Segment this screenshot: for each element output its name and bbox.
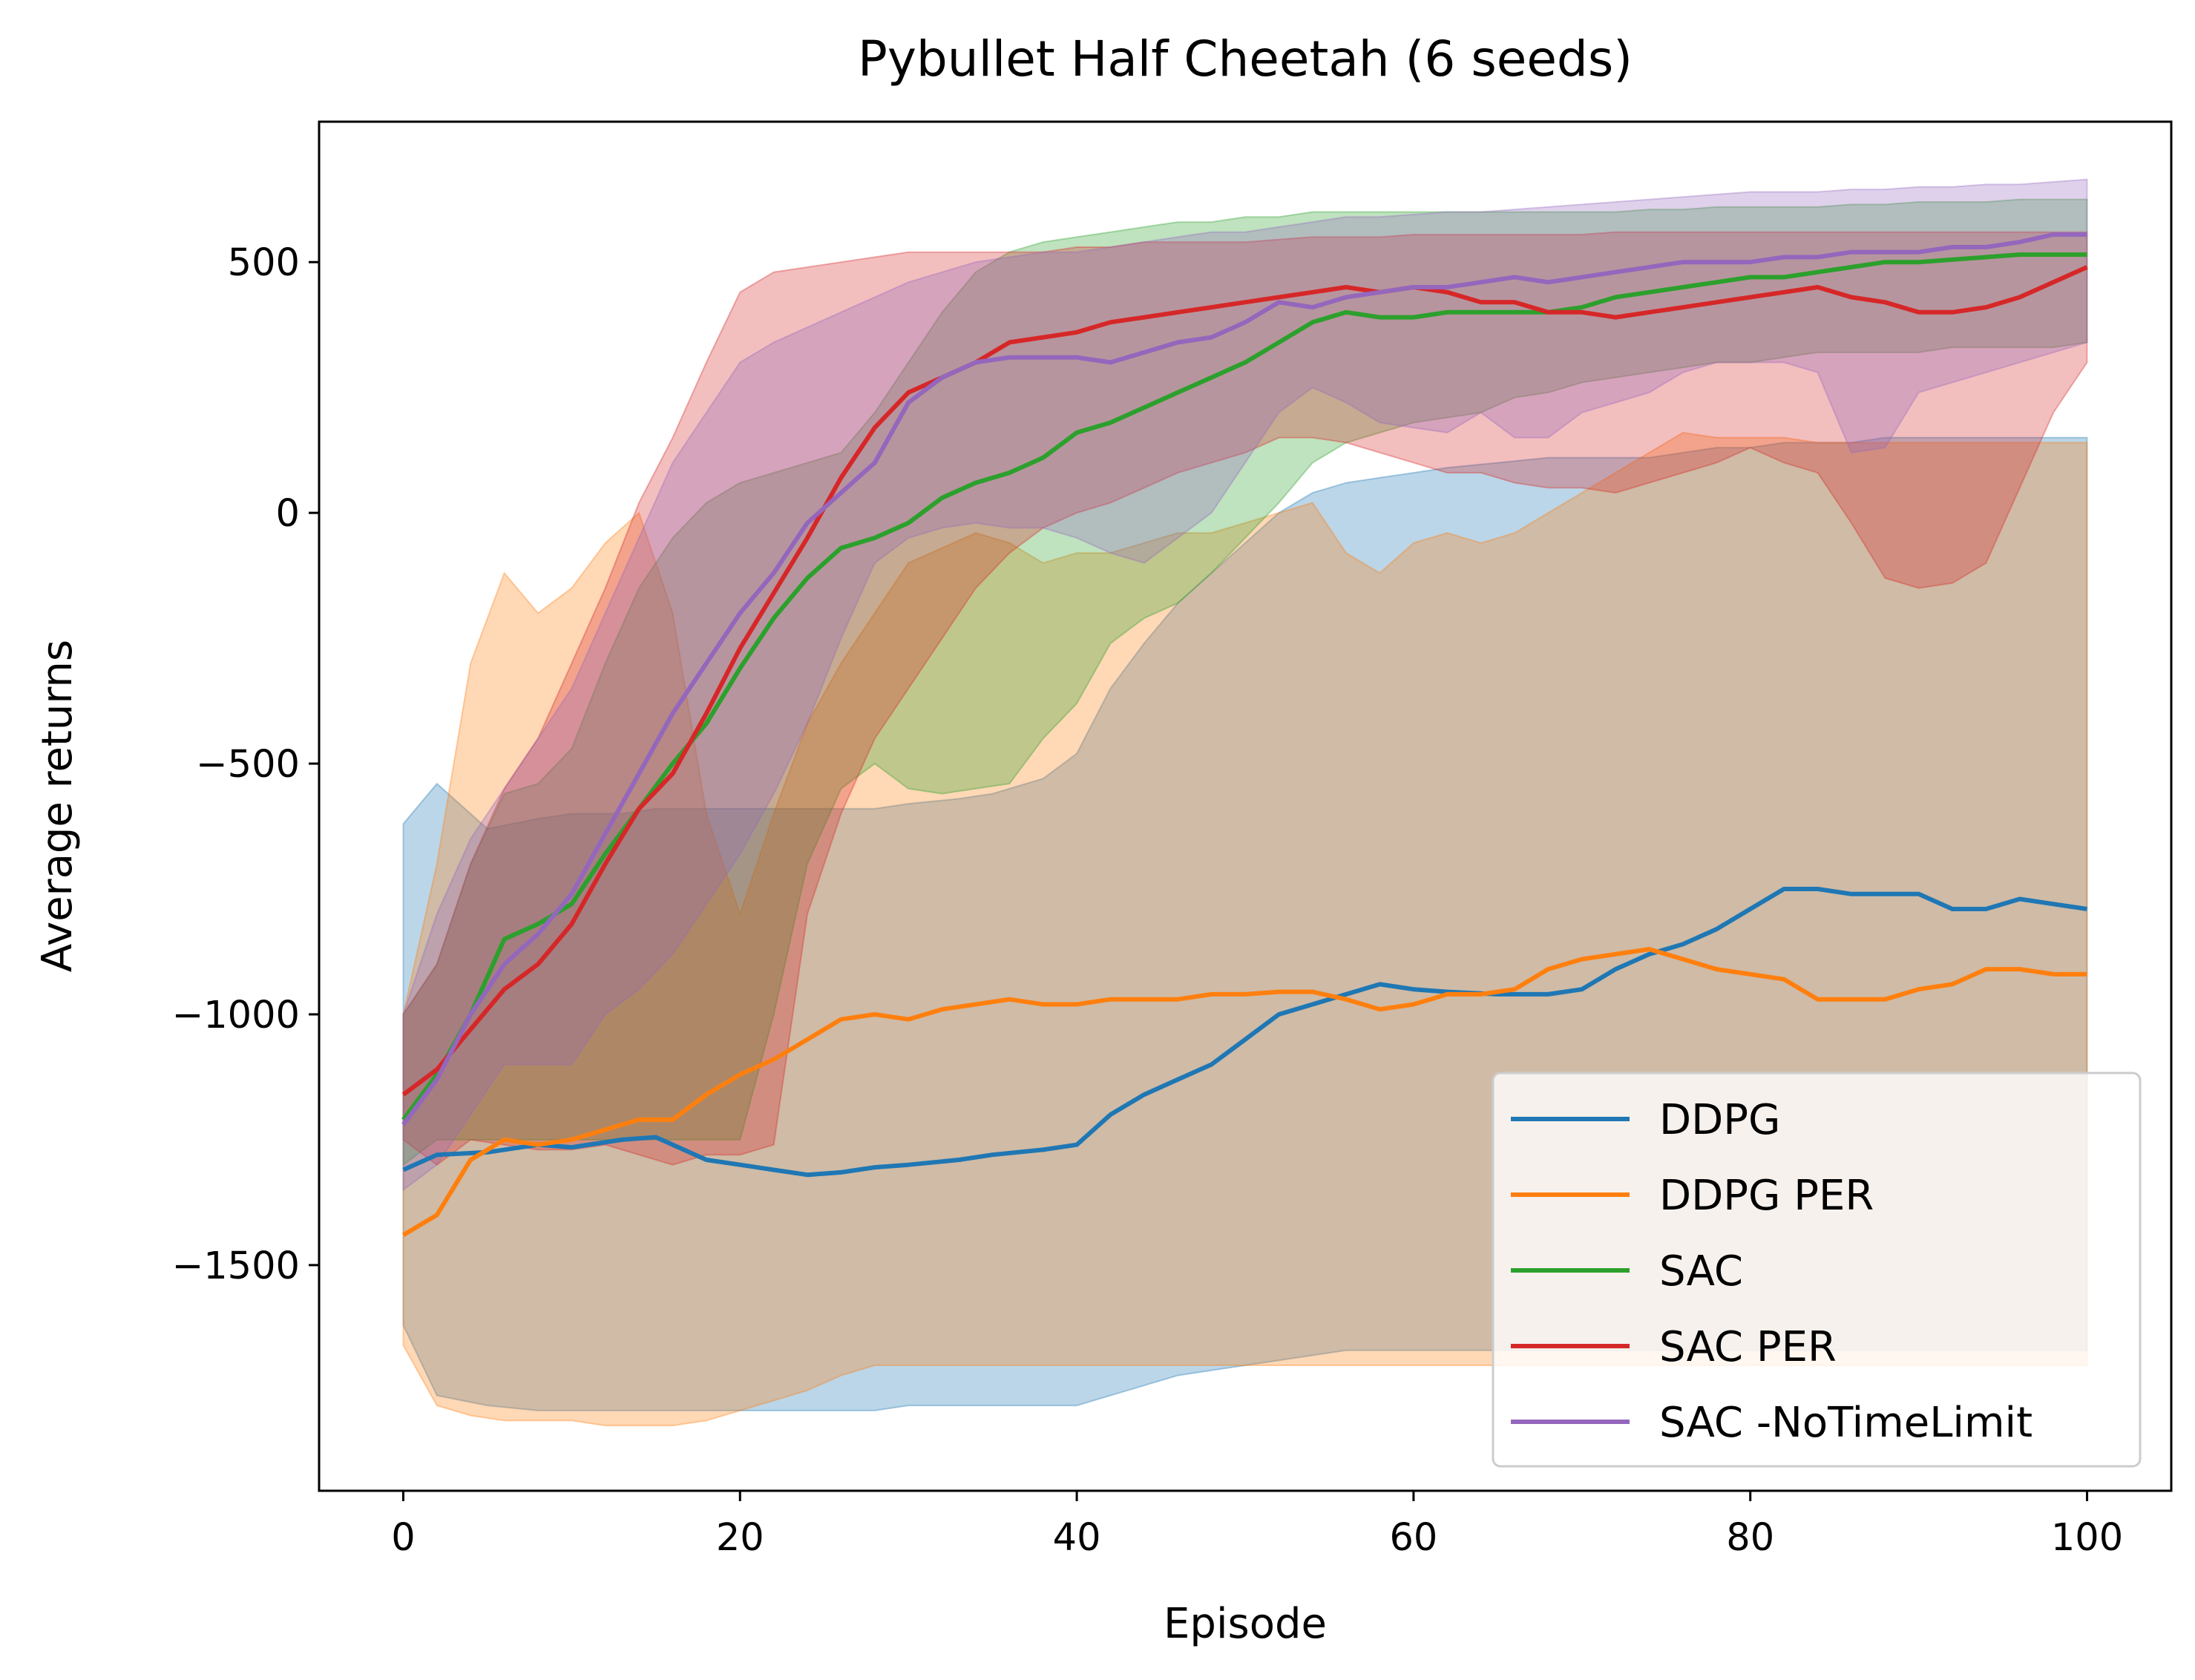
y-tick-label: 500 bbox=[228, 241, 300, 285]
chart-title: Pybullet Half Cheetah (6 seeds) bbox=[858, 30, 1633, 88]
plot-frame bbox=[318, 120, 2173, 1492]
sac-notimelimit-band bbox=[402, 178, 2088, 1192]
sac-band bbox=[402, 198, 2088, 1167]
legend: DDPG DDPG PER SAC SAC PER SAC -NoTimeLimit bbox=[1492, 1072, 2142, 1468]
y-axis-label: Average returns bbox=[33, 640, 82, 972]
x-tick-label: 0 bbox=[391, 1516, 415, 1560]
sac-per-band bbox=[402, 231, 2088, 1166]
legend-label-sac: SAC bbox=[1659, 1247, 1743, 1296]
x-tick-label: 20 bbox=[716, 1516, 764, 1560]
x-axis-label: Episode bbox=[1164, 1600, 1327, 1648]
legend-label-sac-notimelimit: SAC -NoTimeLimit bbox=[1659, 1399, 2032, 1447]
sac-notimelimit-line bbox=[401, 232, 2087, 1126]
y-tick-label: −500 bbox=[196, 743, 300, 787]
y-axis: 500 0 −500 −1000 −1500 bbox=[171, 241, 319, 1288]
mean-lines bbox=[401, 232, 2088, 1237]
x-tick-label: 40 bbox=[1053, 1516, 1101, 1560]
x-axis: 0 20 40 60 80 100 bbox=[391, 1491, 2123, 1560]
legend-label-ddpg-per: DDPG PER bbox=[1659, 1172, 1874, 1220]
ddpg-per-line bbox=[401, 947, 2087, 1237]
y-tick-label: 0 bbox=[276, 492, 300, 536]
ddpg-line bbox=[402, 887, 2087, 1178]
legend-label-ddpg: DDPG bbox=[1659, 1096, 1780, 1144]
y-tick-label: −1500 bbox=[171, 1244, 300, 1288]
y-tick-label: −1000 bbox=[171, 994, 300, 1037]
sac-per-line bbox=[401, 265, 2088, 1097]
legend-label-sac-per: SAC PER bbox=[1659, 1323, 1837, 1371]
x-tick-label: 100 bbox=[2051, 1516, 2123, 1560]
legend-box bbox=[1492, 1072, 2142, 1468]
x-tick-label: 60 bbox=[1389, 1516, 1437, 1560]
x-tick-label: 80 bbox=[1726, 1516, 1774, 1560]
